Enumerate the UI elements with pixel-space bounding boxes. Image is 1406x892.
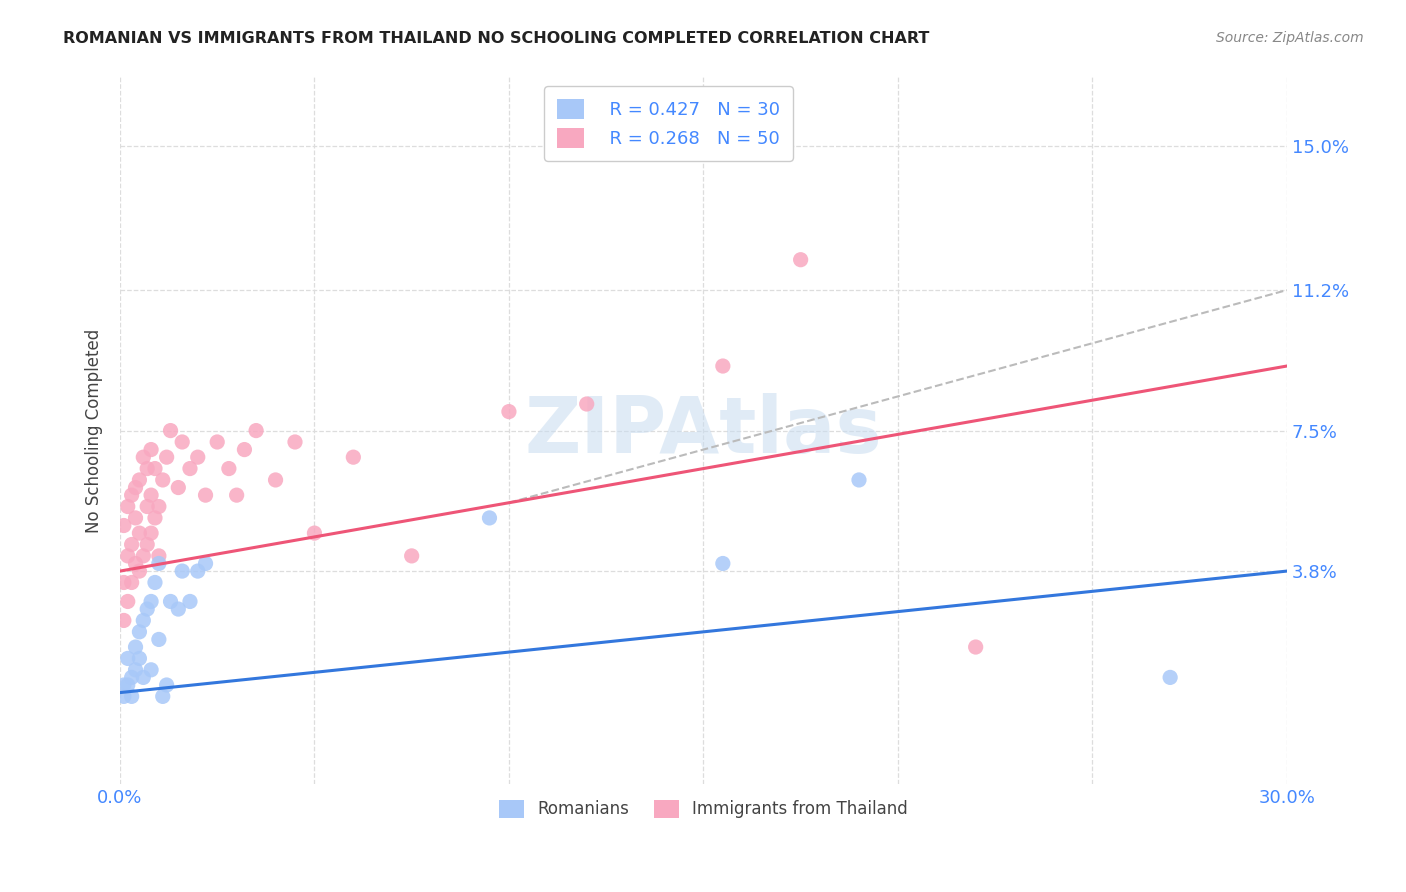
Point bbox=[159, 594, 181, 608]
Point bbox=[117, 651, 139, 665]
Point bbox=[128, 564, 150, 578]
Point bbox=[117, 549, 139, 563]
Point bbox=[1159, 670, 1181, 684]
Point bbox=[136, 602, 159, 616]
Point bbox=[575, 397, 598, 411]
Point bbox=[148, 632, 170, 647]
Point bbox=[245, 424, 267, 438]
Point bbox=[132, 450, 155, 465]
Point bbox=[139, 663, 162, 677]
Point bbox=[121, 690, 143, 704]
Point bbox=[218, 461, 240, 475]
Point bbox=[136, 500, 159, 514]
Point bbox=[264, 473, 287, 487]
Point bbox=[194, 488, 217, 502]
Point bbox=[304, 526, 326, 541]
Point bbox=[478, 511, 501, 525]
Y-axis label: No Schooling Completed: No Schooling Completed bbox=[86, 328, 103, 533]
Point bbox=[233, 442, 256, 457]
Point bbox=[143, 461, 166, 475]
Point bbox=[848, 473, 870, 487]
Point bbox=[112, 678, 135, 692]
Point bbox=[159, 424, 181, 438]
Point bbox=[124, 663, 146, 677]
Legend: Romanians, Immigrants from Thailand: Romanians, Immigrants from Thailand bbox=[492, 793, 915, 825]
Point bbox=[143, 575, 166, 590]
Point bbox=[284, 434, 307, 449]
Point bbox=[124, 640, 146, 654]
Point bbox=[121, 488, 143, 502]
Point bbox=[167, 481, 190, 495]
Point bbox=[132, 549, 155, 563]
Point bbox=[965, 640, 987, 654]
Point bbox=[401, 549, 423, 563]
Point bbox=[112, 575, 135, 590]
Point bbox=[172, 564, 194, 578]
Point bbox=[139, 594, 162, 608]
Point bbox=[139, 442, 162, 457]
Point bbox=[124, 557, 146, 571]
Point bbox=[152, 473, 174, 487]
Point bbox=[711, 557, 734, 571]
Point bbox=[156, 678, 179, 692]
Point bbox=[117, 500, 139, 514]
Point bbox=[132, 670, 155, 684]
Point bbox=[179, 461, 201, 475]
Point bbox=[117, 678, 139, 692]
Text: ROMANIAN VS IMMIGRANTS FROM THAILAND NO SCHOOLING COMPLETED CORRELATION CHART: ROMANIAN VS IMMIGRANTS FROM THAILAND NO … bbox=[63, 31, 929, 46]
Point bbox=[136, 461, 159, 475]
Point bbox=[148, 500, 170, 514]
Point bbox=[205, 434, 228, 449]
Text: Source: ZipAtlas.com: Source: ZipAtlas.com bbox=[1216, 31, 1364, 45]
Point bbox=[156, 450, 179, 465]
Point bbox=[112, 614, 135, 628]
Point bbox=[172, 434, 194, 449]
Point bbox=[136, 537, 159, 551]
Point bbox=[498, 404, 520, 418]
Point bbox=[152, 690, 174, 704]
Point bbox=[121, 537, 143, 551]
Point bbox=[342, 450, 364, 465]
Point bbox=[121, 670, 143, 684]
Point bbox=[128, 526, 150, 541]
Point bbox=[121, 575, 143, 590]
Point bbox=[225, 488, 247, 502]
Point bbox=[789, 252, 811, 267]
Text: ZIPAtlas: ZIPAtlas bbox=[524, 392, 882, 468]
Point bbox=[139, 488, 162, 502]
Point bbox=[187, 564, 209, 578]
Point bbox=[112, 690, 135, 704]
Point bbox=[128, 651, 150, 665]
Point bbox=[124, 481, 146, 495]
Point bbox=[143, 511, 166, 525]
Point bbox=[179, 594, 201, 608]
Point bbox=[124, 511, 146, 525]
Point bbox=[128, 473, 150, 487]
Point bbox=[139, 526, 162, 541]
Point bbox=[132, 614, 155, 628]
Point bbox=[128, 624, 150, 639]
Point bbox=[187, 450, 209, 465]
Point bbox=[167, 602, 190, 616]
Point bbox=[117, 594, 139, 608]
Point bbox=[148, 549, 170, 563]
Point bbox=[112, 518, 135, 533]
Point bbox=[194, 557, 217, 571]
Point bbox=[148, 557, 170, 571]
Point bbox=[711, 359, 734, 373]
